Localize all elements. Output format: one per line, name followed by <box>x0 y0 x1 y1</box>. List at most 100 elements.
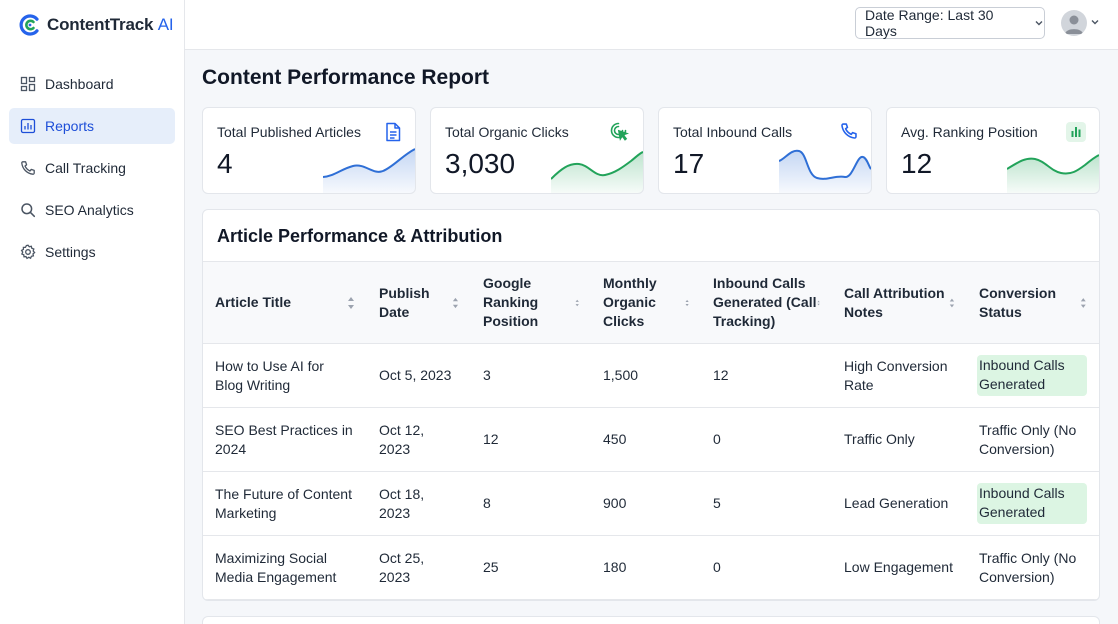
cell-publish-date: Oct 5, 2023 <box>367 343 471 408</box>
article-performance-table: Article Title Publish Date Google Rankin… <box>203 261 1099 600</box>
cell-attribution-notes: Low Engagement <box>832 535 967 600</box>
cell-inbound-calls: 12 <box>701 343 832 408</box>
document-icon <box>386 122 401 142</box>
cell-publish-date: Oct 25, 2023 <box>367 535 471 600</box>
kpi-label: Avg. Ranking Position <box>901 124 1038 140</box>
cell-article-title: How to Use AI for Blog Writing <box>203 343 367 408</box>
cell-ranking-position: 12 <box>471 407 591 472</box>
cell-inbound-calls: 0 <box>701 535 832 600</box>
cell-ranking-position: 3 <box>471 343 591 408</box>
bar-chart-icon <box>20 118 36 134</box>
cell-article-title: Maximizing Social Media Engagement <box>203 535 367 600</box>
cell-article-title: SEO Best Practices in 2024 <box>203 407 367 472</box>
sidebar-item-label: SEO Analytics <box>45 202 134 218</box>
kpi-value: 12 <box>901 148 933 179</box>
sidebar: ContentTrack AI Dashboard Reports Call T… <box>0 0 185 624</box>
bar-chart-icon <box>1066 122 1086 142</box>
account-chevron-down-icon[interactable] <box>1090 17 1100 27</box>
kpi-value: 3,030 <box>445 148 516 179</box>
trend-sparkline <box>779 149 871 193</box>
kpi-label: Total Inbound Calls <box>673 124 793 140</box>
sidebar-item-label: Call Tracking <box>45 160 126 176</box>
column-header-conversion-status[interactable]: Conversion Status <box>967 261 1099 344</box>
kpi-card-inbound-calls: Total Inbound Calls 17 <box>658 107 872 194</box>
chevron-down-icon <box>1035 21 1043 26</box>
trend-sparkline <box>551 151 643 193</box>
sort-icon[interactable] <box>575 296 579 310</box>
sort-icon[interactable] <box>685 296 689 310</box>
cursor-click-icon <box>610 122 630 141</box>
cell-ranking-position: 8 <box>471 471 591 536</box>
kpi-label: Total Organic Clicks <box>445 124 569 140</box>
column-header-organic-clicks[interactable]: Monthly Organic Clicks <box>591 261 701 344</box>
logo-icon <box>19 14 39 36</box>
status-badge: Inbound Calls Generated <box>977 355 1087 396</box>
phone-icon <box>841 123 857 139</box>
cell-attribution-notes: Traffic Only <box>832 407 967 472</box>
column-header-inbound-calls[interactable]: Inbound Calls Generated (Call Tracking) <box>701 261 832 344</box>
cell-attribution-notes: High Conversion Rate <box>832 343 967 408</box>
table-row[interactable]: SEO Best Practices in 2024 Oct 12, 2023 … <box>203 407 1099 472</box>
trend-sparkline <box>1007 154 1099 193</box>
next-panel-edge <box>202 616 1100 624</box>
kpi-card-organic-clicks: Total Organic Clicks 3,030 <box>430 107 644 194</box>
cell-conversion-status: Inbound Calls Generated <box>967 471 1099 536</box>
cell-publish-date: Oct 12, 2023 <box>367 407 471 472</box>
sort-icon[interactable] <box>1080 296 1087 310</box>
sort-icon[interactable] <box>452 296 459 310</box>
page-title: Content Performance Report <box>202 66 490 89</box>
dashboard-grid-icon <box>20 76 36 92</box>
table-row[interactable]: How to Use AI for Blog Writing Oct 5, 20… <box>203 343 1099 408</box>
date-range-label: Date Range: Last 30 Days <box>865 7 994 39</box>
cell-inbound-calls: 5 <box>701 471 832 536</box>
sidebar-item-call-tracking[interactable]: Call Tracking <box>9 150 175 186</box>
app-name: ContentTrack AI <box>47 15 174 34</box>
kpi-value: 17 <box>673 148 705 179</box>
column-header-attribution-notes[interactable]: Call Attribution Notes <box>832 261 967 344</box>
trend-sparkline <box>323 148 415 193</box>
search-icon <box>21 203 36 218</box>
date-range-dropdown[interactable]: Date Range: Last 30 Days <box>855 7 1045 39</box>
sidebar-item-seo-analytics[interactable]: SEO Analytics <box>9 192 175 228</box>
cell-conversion-status: Inbound Calls Generated <box>967 343 1099 408</box>
table-header-row: Article Title Publish Date Google Rankin… <box>203 261 1099 344</box>
sidebar-item-label: Dashboard <box>45 76 114 92</box>
kpi-card-avg-ranking: Avg. Ranking Position 12 <box>886 107 1100 194</box>
sidebar-item-label: Reports <box>45 118 95 134</box>
kpi-value: 4 <box>217 148 233 179</box>
cell-inbound-calls: 0 <box>701 407 832 472</box>
phone-icon <box>21 161 35 175</box>
cell-organic-clicks: 450 <box>591 407 701 472</box>
table-row[interactable]: Maximizing Social Media Engagement Oct 2… <box>203 535 1099 600</box>
sidebar-item-dashboard[interactable]: Dashboard <box>9 66 175 102</box>
cell-organic-clicks: 900 <box>591 471 701 536</box>
sidebar-item-label: Settings <box>45 244 96 260</box>
article-performance-panel: Article Performance & Attribution Articl… <box>202 209 1100 601</box>
kpi-card-published-articles: Total Published Articles 4 <box>202 107 416 194</box>
cell-conversion-status: Traffic Only (No Conversion) <box>967 535 1099 600</box>
sort-icon[interactable] <box>817 296 820 310</box>
cell-attribution-notes: Lead Generation <box>832 471 967 536</box>
top-bar: Date Range: Last 30 Days <box>185 0 1118 50</box>
cell-publish-date: Oct 18, 2023 <box>367 471 471 536</box>
kpi-label: Total Published Articles <box>217 124 361 140</box>
status-badge: Inbound Calls Generated <box>977 483 1087 524</box>
cell-organic-clicks: 180 <box>591 535 701 600</box>
column-header-ranking-position[interactable]: Google Ranking Position <box>471 261 591 344</box>
gear-icon <box>20 244 36 260</box>
user-icon <box>1065 15 1083 34</box>
panel-title: Article Performance & Attribution <box>217 226 503 246</box>
cell-conversion-status: Traffic Only (No Conversion) <box>967 407 1099 472</box>
cell-ranking-position: 25 <box>471 535 591 600</box>
table-row[interactable]: The Future of Content Marketing Oct 18, … <box>203 471 1099 536</box>
column-header-article-title[interactable]: Article Title <box>203 261 367 344</box>
column-header-publish-date[interactable]: Publish Date <box>367 261 471 344</box>
cell-article-title: The Future of Content Marketing <box>203 471 367 536</box>
user-avatar[interactable] <box>1061 10 1087 36</box>
app-logo[interactable]: ContentTrack AI <box>18 13 174 37</box>
sort-icon[interactable] <box>347 296 355 310</box>
sort-icon[interactable] <box>949 296 955 310</box>
sidebar-item-settings[interactable]: Settings <box>9 234 175 270</box>
sidebar-nav: Dashboard Reports Call Tracking SEO Anal… <box>9 66 175 276</box>
sidebar-item-reports[interactable]: Reports <box>9 108 175 144</box>
